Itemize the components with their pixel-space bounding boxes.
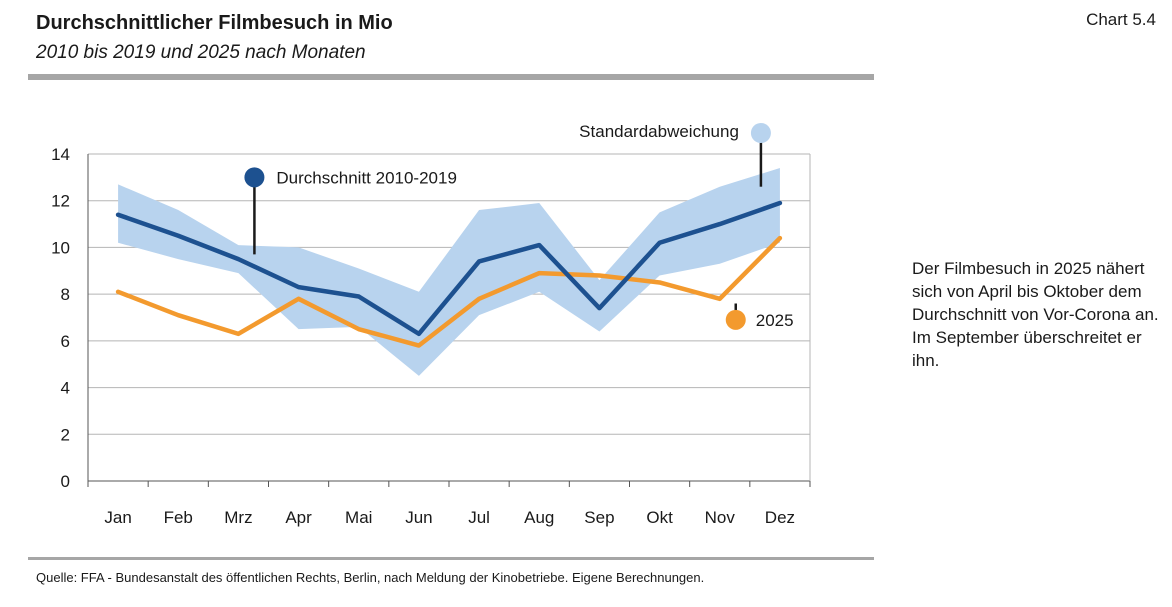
- chart-title: Durchschnittlicher Filmbesuch in Mio: [36, 12, 393, 34]
- std-deviation-band: [118, 168, 780, 376]
- y2025-legend-label: 2025: [756, 311, 794, 330]
- chart-number: Chart 5.4: [1086, 10, 1156, 29]
- x-tick-label-dez: Dez: [765, 508, 795, 527]
- x-tick-label-jul: Jul: [468, 508, 490, 527]
- x-tick-label-nov: Nov: [705, 508, 736, 527]
- series-line-2025: [115, 235, 783, 348]
- chart-note: Der Filmbesuch in 2025 nähert sich von A…: [912, 259, 1159, 370]
- avg-legend-dot: [244, 167, 265, 188]
- y-tick-label: 4: [61, 379, 70, 398]
- band-legend-dot: [750, 123, 771, 143]
- y-tick-label: 2: [61, 425, 70, 444]
- x-tick-label-mrz: Mrz: [224, 508, 252, 527]
- source-note: Quelle: FFA - Bundesanstalt des öffentli…: [36, 570, 705, 585]
- series-line-average: [115, 200, 783, 337]
- x-tick-label-sep: Sep: [584, 508, 614, 527]
- x-tick-label-feb: Feb: [164, 508, 193, 527]
- y-tick-label: 6: [61, 332, 70, 351]
- x-tick-label-aug: Aug: [524, 508, 554, 527]
- y-tick-label: 8: [61, 285, 70, 304]
- y-tick-label: 12: [51, 192, 70, 211]
- y-tick-label: 0: [61, 472, 70, 491]
- bottom-rule: [28, 557, 874, 560]
- x-tick-label-apr: Apr: [285, 508, 312, 527]
- top-rule: [28, 74, 874, 80]
- x-tick-label-mai: Mai: [345, 508, 372, 527]
- x-tick-label-jan: Jan: [104, 508, 131, 527]
- y2025-legend-dot: [725, 309, 746, 330]
- y-tick-label: 10: [51, 238, 70, 257]
- x-tick-label-okt: Okt: [646, 508, 673, 527]
- chart-subtitle: 2010 bis 2019 und 2025 nach Monaten: [36, 42, 366, 63]
- y-tick-label: 14: [51, 145, 70, 164]
- x-tick-label-jun: Jun: [405, 508, 432, 527]
- band-legend-label: Standardabweichung: [579, 122, 739, 141]
- avg-legend-label: Durchschnitt 2010-2019: [276, 168, 457, 187]
- line-chart: 0 2 4 6 8 10 12 14 Jan Feb Mrz Apr Mai Jun Jul Aug Sep Ok…: [51, 122, 811, 527]
